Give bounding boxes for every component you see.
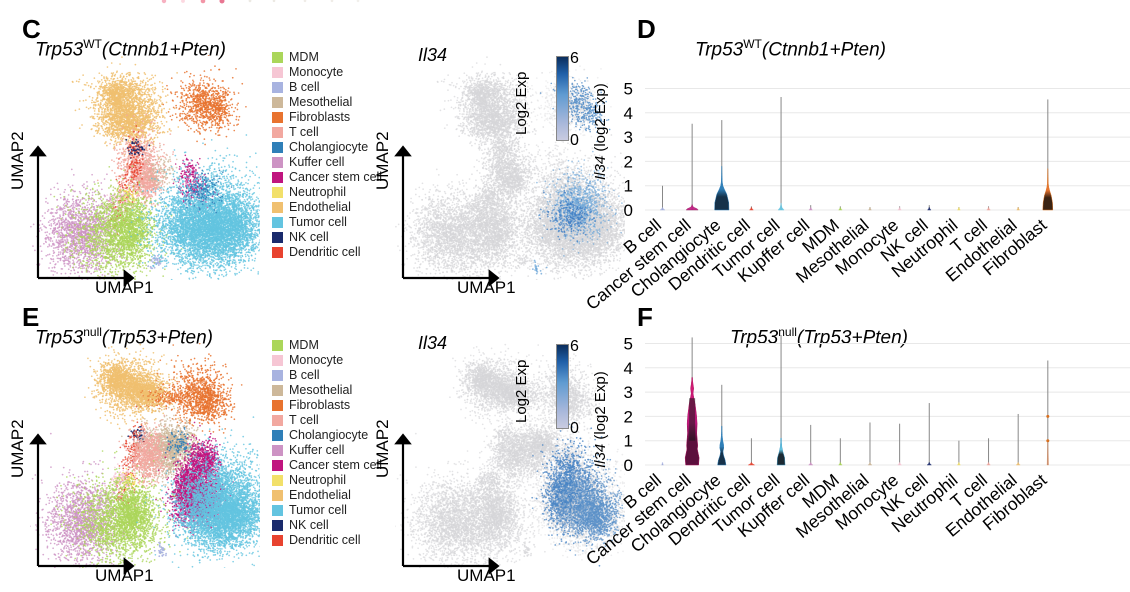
svg-text:2: 2 [624, 152, 633, 171]
svg-text:1: 1 [624, 432, 633, 451]
svg-text:4: 4 [624, 359, 633, 378]
svg-text:4: 4 [624, 104, 633, 123]
svg-text:5: 5 [624, 80, 633, 99]
svg-text:0: 0 [624, 456, 633, 475]
svg-text:2: 2 [624, 407, 633, 426]
svg-text:3: 3 [624, 128, 633, 147]
svg-text:0: 0 [624, 201, 633, 220]
svg-text:5: 5 [624, 335, 633, 354]
svg-text:1: 1 [624, 177, 633, 196]
svg-text:3: 3 [624, 383, 633, 402]
